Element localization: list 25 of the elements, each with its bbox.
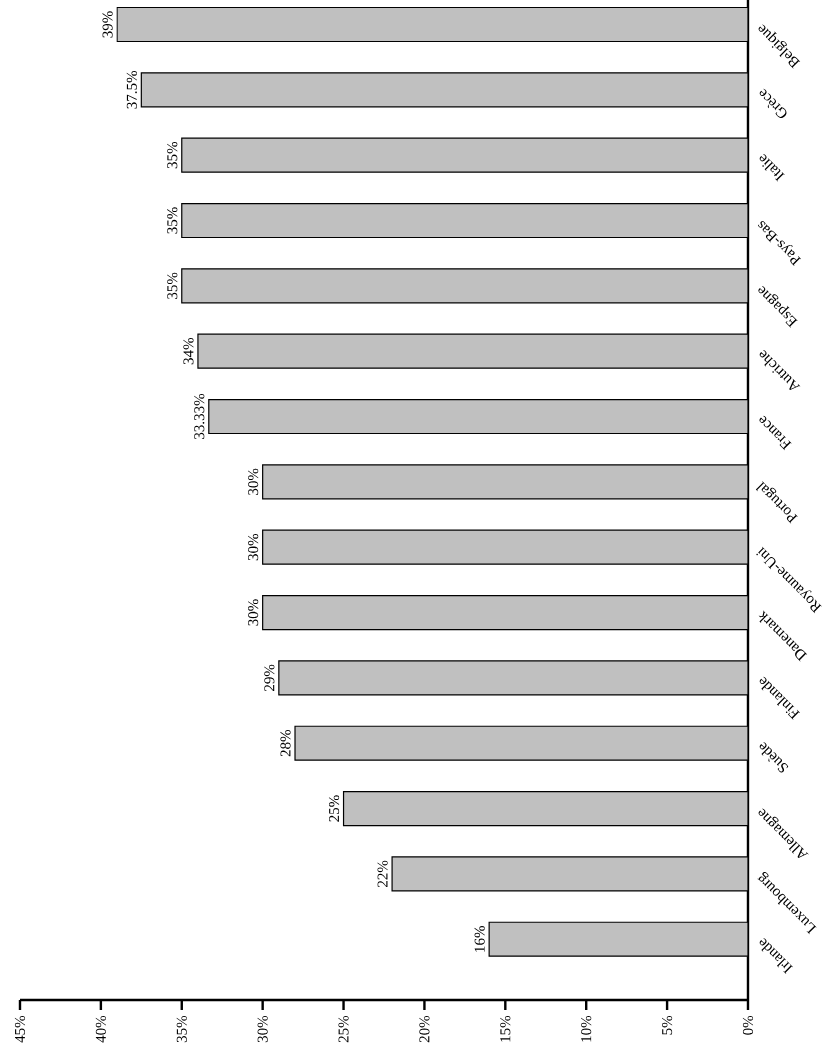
x-tick-label: 0% [742, 1015, 754, 1035]
data-label: 35% [167, 141, 178, 169]
x-tick-label: 40% [95, 1015, 106, 1043]
x-tick-label: 30% [257, 1015, 268, 1043]
data-label: 30% [248, 599, 259, 626]
data-label: 22% [377, 860, 388, 887]
data-label: 30% [248, 468, 259, 495]
data-label: 39% [102, 11, 113, 38]
x-tick-label: 15% [500, 1015, 511, 1042]
data-label: 33.33% [194, 393, 205, 439]
x-tick-label: 10% [581, 1015, 592, 1042]
x-tick-label: 45% [14, 1015, 26, 1043]
data-label: 35% [167, 272, 178, 299]
x-tick-label: 20% [419, 1015, 430, 1043]
x-tick-label: 5% [662, 1015, 673, 1035]
data-label: 35% [167, 207, 178, 234]
data-label: 28% [280, 729, 291, 757]
data-label: 25% [328, 795, 340, 822]
data-label: 29% [264, 664, 275, 691]
data-label: 30% [248, 533, 259, 561]
data-label: 34% [183, 337, 194, 365]
x-tick-label: 35% [176, 1015, 187, 1043]
data-label: 16% [474, 926, 485, 952]
x-tick-label: 25% [338, 1015, 349, 1043]
data-label: 37.5% [126, 70, 137, 109]
